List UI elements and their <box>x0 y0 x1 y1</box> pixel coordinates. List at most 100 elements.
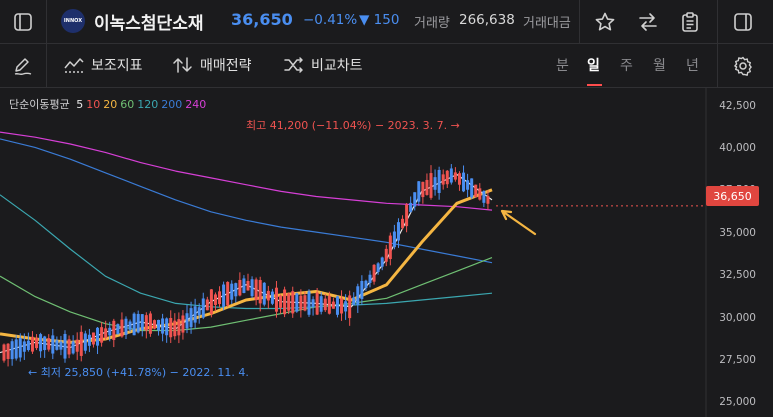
y-tick-label: 30,000 <box>719 311 756 324</box>
candle-body <box>51 335 55 354</box>
candle-body <box>169 317 173 338</box>
candle-body <box>87 334 91 346</box>
candle-body <box>96 327 100 346</box>
y-tick-label: 42,500 <box>719 99 756 112</box>
panel-toggle-icon[interactable] <box>730 9 756 35</box>
ma-line-60 <box>0 257 493 332</box>
candle-body <box>319 296 323 312</box>
candle-body <box>405 204 409 227</box>
candle-body <box>380 257 384 267</box>
candle-body <box>413 192 417 207</box>
compare-shuffle-icon <box>284 57 303 73</box>
chart-toolbar <box>0 44 773 88</box>
high-price-label: 최고 41,200 (−11.04%) − 2023. 3. 7. → <box>246 119 460 132</box>
swap-icon[interactable] <box>635 9 661 35</box>
price-chart[interactable] <box>0 88 773 417</box>
divider <box>717 0 718 43</box>
candle-body <box>417 181 421 202</box>
strategy-arrows-icon <box>173 57 192 73</box>
ma-period-list: 5 10 20 60 120 200 240 <box>76 98 209 111</box>
candle-body <box>157 319 161 331</box>
ma-period-200: 200 <box>161 98 183 111</box>
candle-body <box>71 341 75 354</box>
candle-body <box>433 177 437 190</box>
candle-body <box>291 291 295 314</box>
period-day[interactable]: 일 <box>587 58 600 74</box>
ma-period-20: 20 <box>103 98 118 111</box>
candle-body <box>47 338 51 350</box>
ma-period-10: 10 <box>86 98 101 111</box>
pen-icon[interactable] <box>10 53 36 79</box>
clipboard-icon[interactable] <box>677 9 703 35</box>
current-price-badge: 36,650 <box>706 186 759 206</box>
candle-body <box>75 339 79 352</box>
candle-body <box>396 222 400 241</box>
candle-body <box>283 289 287 315</box>
active-period-indicator <box>587 84 602 86</box>
candle-body <box>218 291 222 305</box>
header-bar: INNOX 이녹스첨단소재 36,650 −0.41% ▼ 150 거래량 26… <box>0 0 773 44</box>
strategy-button[interactable]: 매매전략 <box>172 55 252 75</box>
candle-body <box>368 274 372 283</box>
candle-body <box>104 328 108 338</box>
company-logo: INNOX <box>61 9 85 33</box>
period-minute[interactable]: 분 <box>556 58 569 74</box>
change-percent: −0.41% <box>303 12 358 28</box>
candle-body <box>274 287 278 312</box>
candle-body <box>213 294 217 305</box>
candle-body <box>63 333 67 359</box>
candle-body <box>376 263 380 272</box>
candle-body <box>250 279 254 297</box>
divider <box>579 0 580 43</box>
candle-body <box>128 321 132 330</box>
candle-body <box>35 337 39 349</box>
candle-body <box>18 338 22 358</box>
ma-line-120 <box>0 194 493 310</box>
candle-body <box>388 235 392 260</box>
candle-body <box>112 320 116 341</box>
y-tick-label: 40,000 <box>719 142 756 155</box>
candle-body <box>226 281 230 306</box>
candle-body <box>327 295 331 314</box>
indicator-button[interactable]: 보조지표 <box>63 55 143 75</box>
y-tick-label: 27,500 <box>719 354 756 367</box>
candle-body <box>340 298 344 314</box>
period-year[interactable]: 년 <box>686 58 699 74</box>
candle-body <box>181 315 185 333</box>
stock-name[interactable]: 이녹스첨단소재 <box>94 14 204 34</box>
ma-period-240: 240 <box>185 98 207 111</box>
candle-body <box>279 295 283 308</box>
period-week[interactable]: 주 <box>620 58 633 74</box>
candle-body <box>177 319 181 336</box>
indicator-label: 보조지표 <box>91 58 143 74</box>
low-price-label: ← 최저 25,850 (+41.78%) − 2022. 11. 4. <box>28 366 249 379</box>
candle-body <box>140 314 144 330</box>
candle-body <box>323 298 327 311</box>
star-icon[interactable] <box>592 9 618 35</box>
candle-body <box>132 313 136 336</box>
sidebar-toggle-icon[interactable] <box>10 9 36 35</box>
period-month[interactable]: 월 <box>653 58 666 74</box>
candle-body <box>100 327 104 343</box>
candle-body <box>384 248 388 262</box>
candle-body <box>144 315 148 331</box>
indicator-chart-icon <box>64 58 84 73</box>
compare-button[interactable]: 비교차트 <box>283 55 363 75</box>
ma-line-20 <box>0 188 493 344</box>
candle-body <box>486 196 490 204</box>
candle-body <box>222 284 226 307</box>
candle-body <box>234 283 238 297</box>
candle-body <box>470 178 474 198</box>
candle-body <box>344 301 348 312</box>
candle-body <box>372 264 376 282</box>
candle-body <box>307 291 311 315</box>
candle-body <box>331 301 335 309</box>
candle-body <box>437 169 441 193</box>
settings-gear-icon[interactable] <box>730 53 756 79</box>
candle-body <box>238 279 242 296</box>
candle-body <box>83 333 87 351</box>
y-tick-label: 32,500 <box>719 269 756 282</box>
candle-body <box>258 280 262 304</box>
candle-body <box>173 320 177 337</box>
ma-legend[interactable]: 단순이동평균 5 10 20 60 120 200 240 <box>9 96 212 112</box>
